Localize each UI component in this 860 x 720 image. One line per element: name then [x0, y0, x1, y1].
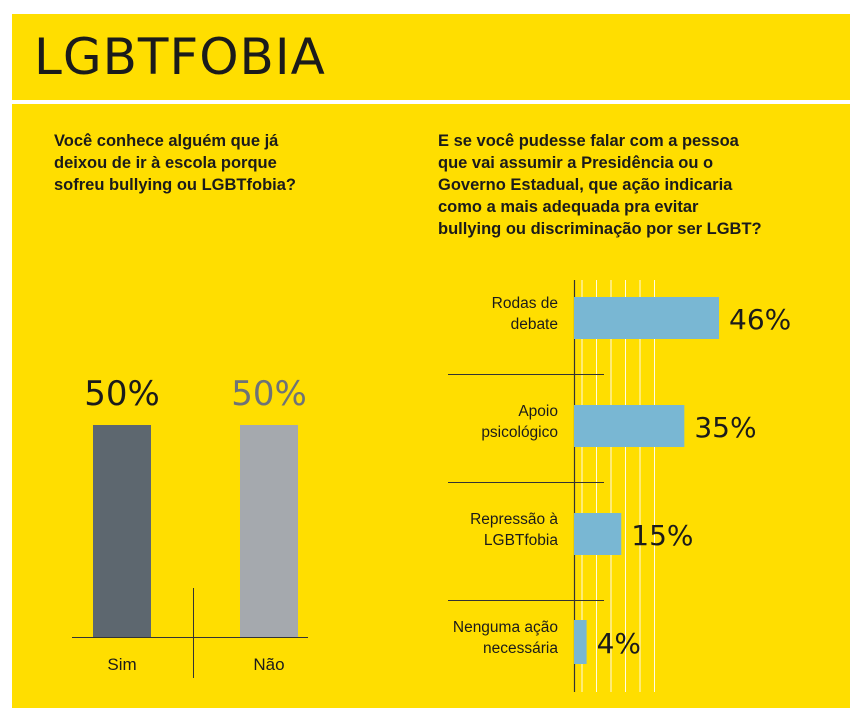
bar-value-label: 50% [231, 374, 307, 414]
bar-value-label: 46% [729, 303, 791, 336]
category-label: Sim [107, 655, 136, 674]
bar-não [240, 425, 298, 637]
bar-value-label: 50% [84, 374, 160, 414]
bar-4 [574, 620, 587, 664]
category-label: Apoio psicológico [481, 403, 558, 441]
right-chart-question: E se você pudesse falar com a pessoa que… [438, 132, 762, 238]
category-label: Repressão à LGBTfobia [470, 511, 558, 549]
left-chart-question: Você conhece alguém que já deixou de ir … [54, 132, 296, 194]
header-banner: LGBTFOBIA [12, 14, 850, 100]
content-panel: Você conhece alguém que já deixou de ir … [12, 104, 850, 708]
bar-value-label: 35% [694, 411, 756, 444]
page-title: LGBTFOBIA [34, 28, 326, 86]
bar-1 [574, 297, 719, 339]
bar-3 [574, 513, 622, 555]
bar-2 [574, 405, 685, 447]
bar-value-label: 4% [597, 627, 641, 660]
category-label: Não [253, 655, 284, 674]
right-chart: 46% Rodas de debate 35% Apoio psicológico 15% R… [448, 280, 791, 692]
bar-value-label: 15% [631, 519, 693, 552]
left-chart: 50% Sim 50% Não [72, 374, 308, 678]
category-label: Rodas de debate [492, 295, 558, 333]
category-label: Nenguma ação necessária [453, 619, 558, 657]
bar-sim [93, 425, 151, 637]
